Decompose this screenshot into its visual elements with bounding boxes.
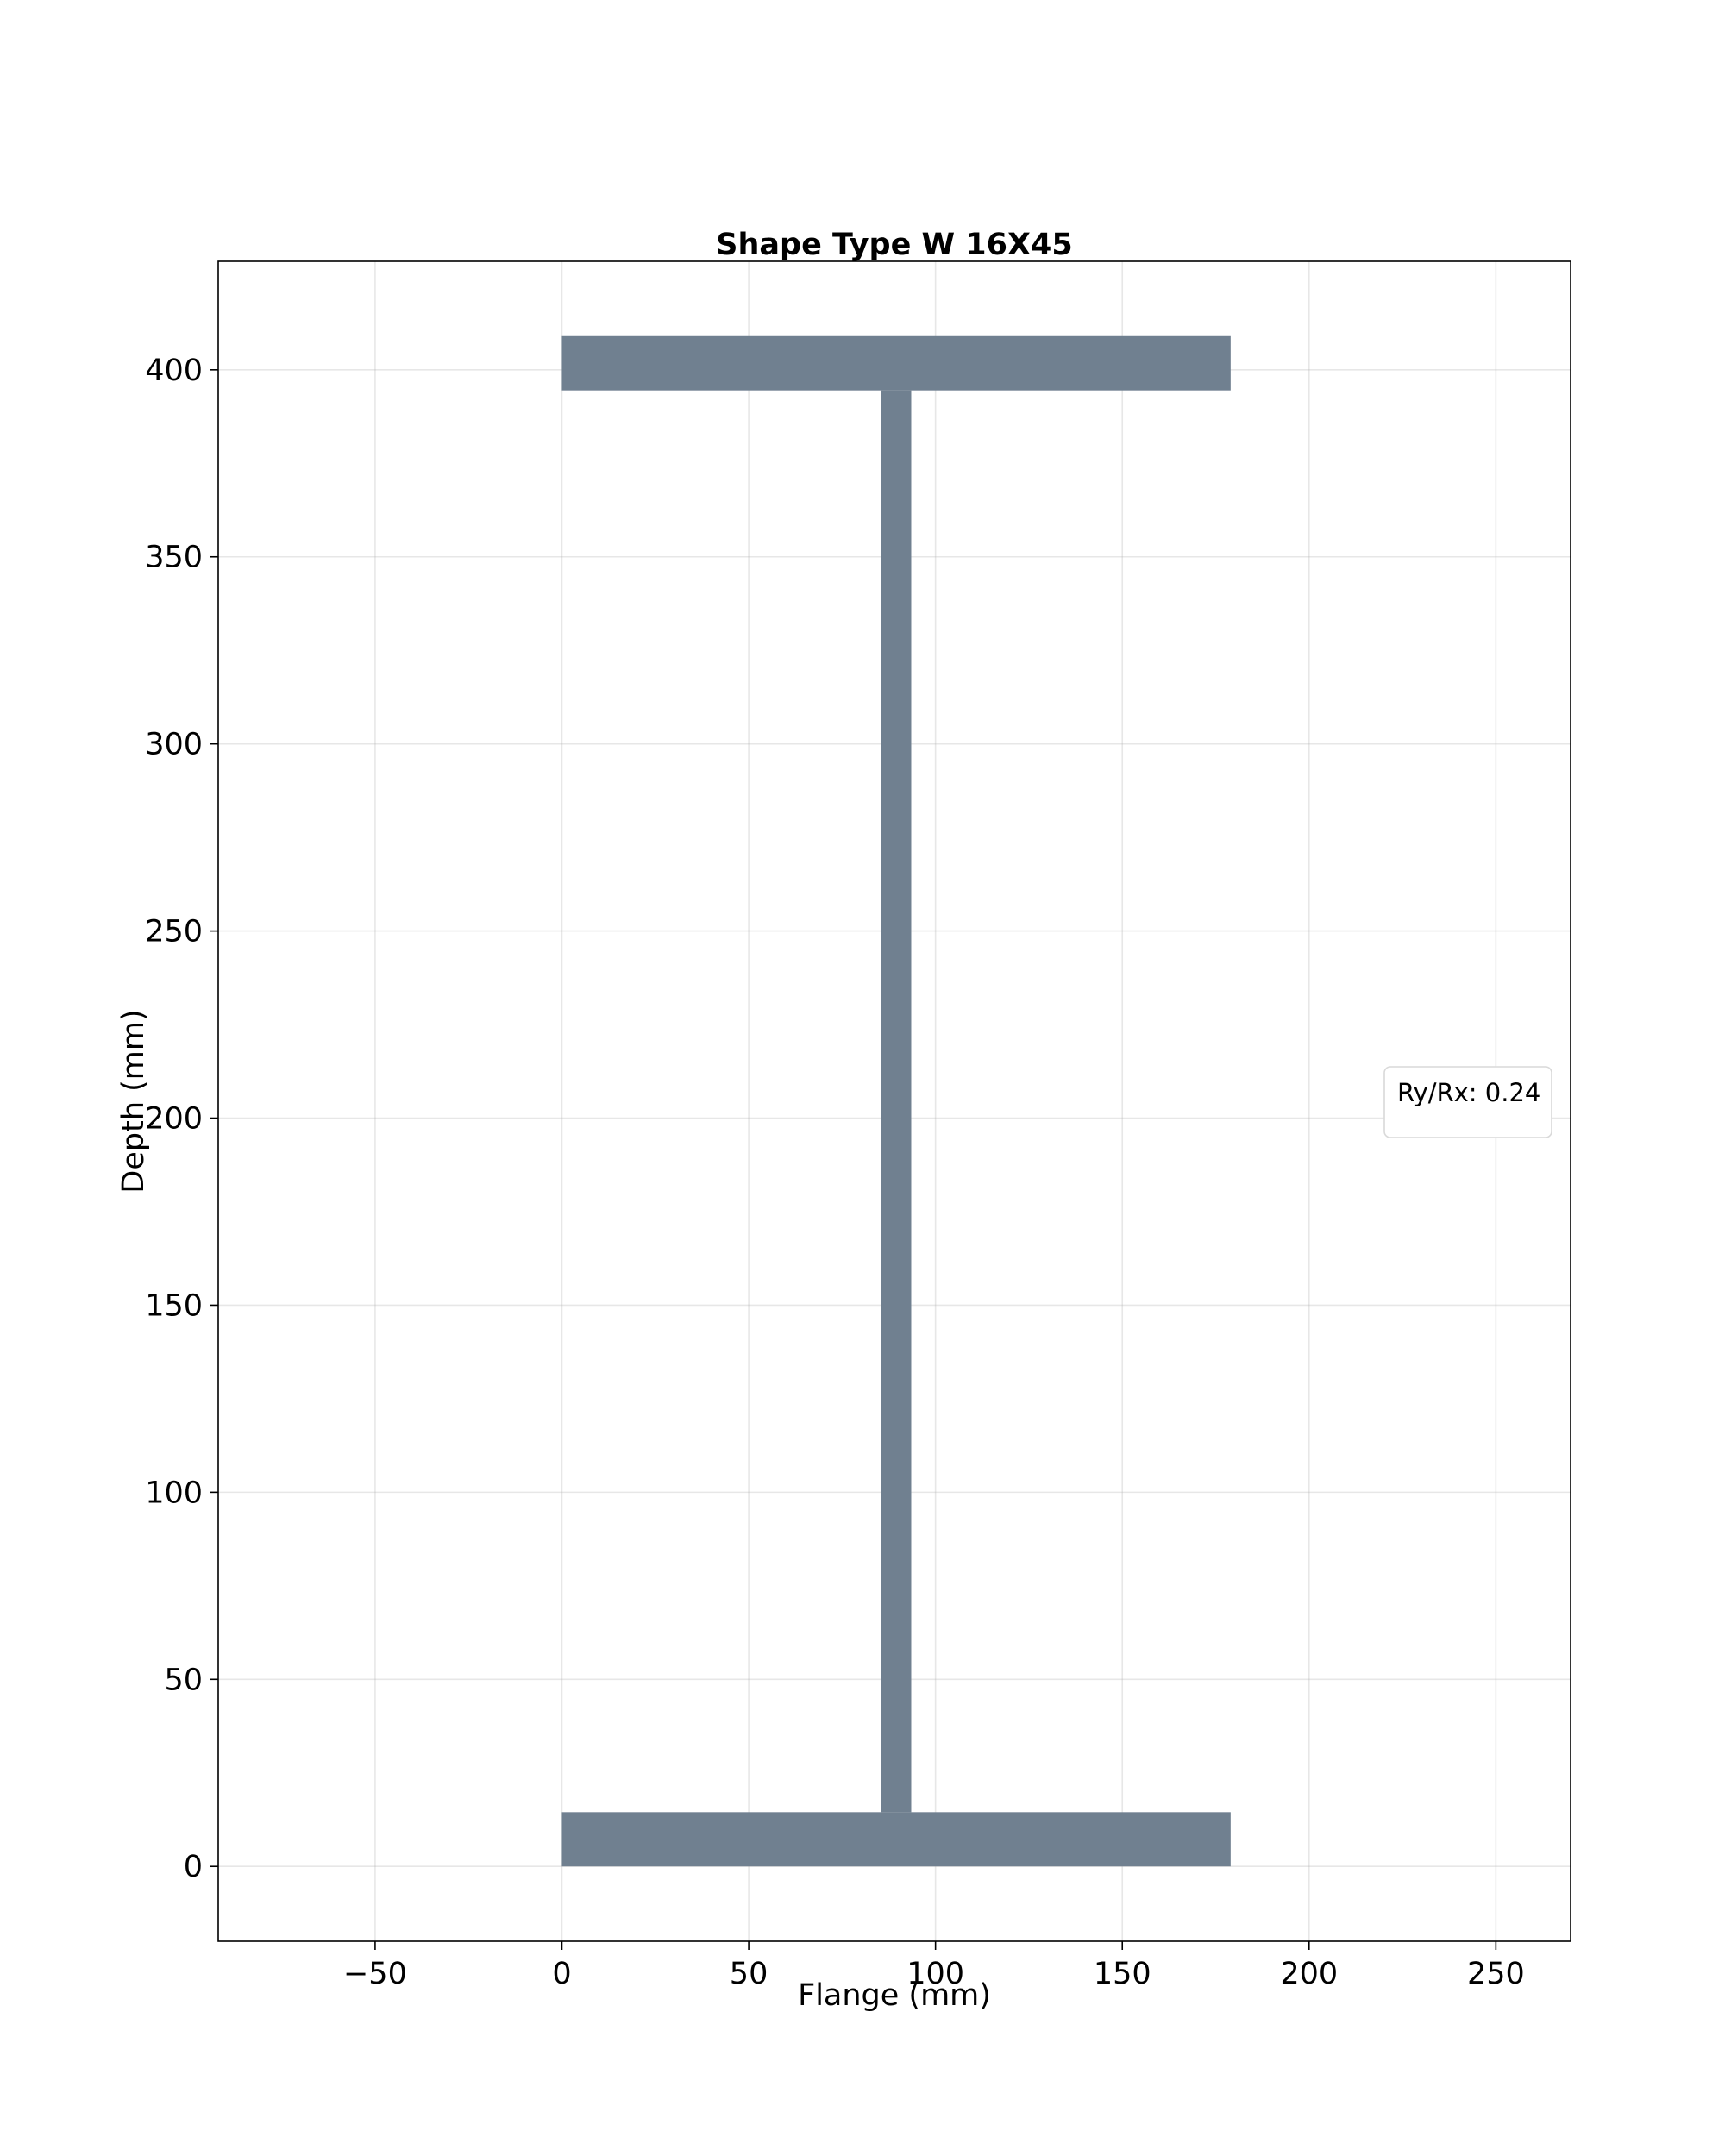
bottom-flange — [561, 1812, 1231, 1867]
y-tick-label: 400 — [145, 354, 203, 388]
x-axis-label: Flange (mm) — [798, 1978, 991, 2013]
x-tick-label: 250 — [1467, 1957, 1525, 1991]
x-tick-label: 150 — [1094, 1957, 1151, 1991]
chart-title: Shape Type W 16X45 — [716, 228, 1072, 262]
y-axis-label: Depth (mm) — [116, 1009, 151, 1193]
x-tick-label: −50 — [343, 1957, 407, 1991]
x-tick-label: 0 — [552, 1957, 571, 1991]
x-tick-label: 100 — [906, 1957, 964, 1991]
y-tick-label: 350 — [145, 541, 203, 575]
x-tick-label: 50 — [730, 1957, 768, 1991]
y-tick-label: 250 — [145, 915, 203, 950]
plot-frame — [217, 260, 1571, 1942]
y-tick-label: 200 — [145, 1102, 203, 1137]
y-tick-label: 0 — [184, 1850, 203, 1884]
axis-ticks: −50 0 50 100 150 200 250 0 50 100 150 200 250 300 350 4… — [145, 354, 1525, 1991]
legend: Ry/Rx: 0.24 — [1383, 1066, 1552, 1138]
top-flange — [561, 335, 1231, 391]
y-tick-label: 100 — [145, 1476, 203, 1510]
y-tick-label: 150 — [145, 1288, 203, 1323]
legend-box — [1383, 1066, 1552, 1138]
x-tick-label: 200 — [1280, 1957, 1338, 1991]
i-beam-shape — [561, 335, 1231, 1867]
web — [881, 390, 912, 1813]
y-tick-label: 300 — [145, 728, 203, 762]
y-tick-label: 50 — [164, 1663, 203, 1697]
legend-text: Ry/Rx: 0.24 — [1397, 1078, 1540, 1107]
